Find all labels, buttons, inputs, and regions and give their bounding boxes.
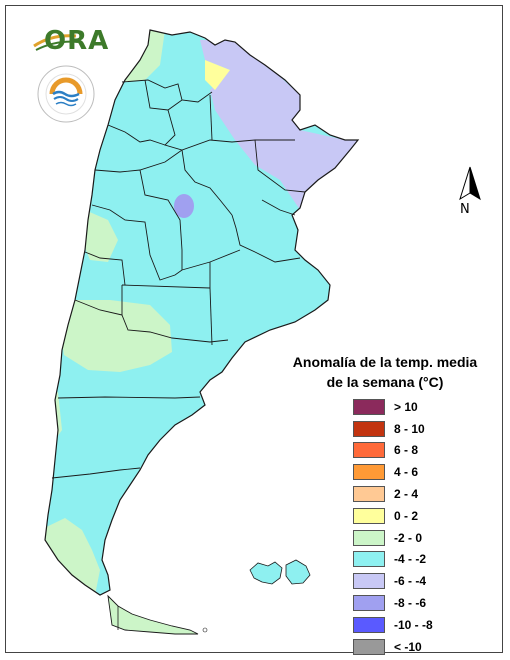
legend-label: 4 - 6 <box>394 465 419 480</box>
legend-title-line2: de la semana (°C) <box>326 374 444 390</box>
legend-item: -8 - -6 <box>353 592 433 614</box>
province-border <box>57 396 201 399</box>
isla-de-los-estados <box>202 627 208 633</box>
legend-item: 2 - 4 <box>353 483 433 505</box>
legend-label: < -10 <box>394 639 422 654</box>
province-borders <box>51 79 306 479</box>
province-border <box>254 139 306 193</box>
legend-item: 0 - 2 <box>353 505 433 527</box>
province-border <box>121 79 213 103</box>
legend-item: 6 - 8 <box>353 440 433 462</box>
legend-swatch <box>353 486 385 503</box>
legend-swatch <box>353 507 385 524</box>
legend-item: 8 - 10 <box>353 418 433 440</box>
province-border <box>261 199 296 216</box>
tierra-del-fuego <box>107 594 199 635</box>
legend-item: -2 - 0 <box>353 527 433 549</box>
legend-swatch <box>353 420 385 437</box>
smn-seal-icon <box>37 65 95 123</box>
legend-label: 2 - 4 <box>394 487 419 502</box>
legend-item: > 10 <box>353 396 433 418</box>
legend-title: Anomalía de la temp. media de la semana … <box>280 352 490 392</box>
smn-seal <box>36 64 96 124</box>
province-border <box>231 214 301 263</box>
province-border <box>51 467 141 479</box>
legend-item: -10 - -8 <box>353 614 433 636</box>
anomaly-zone--6--4 <box>200 40 358 210</box>
province-border <box>84 251 126 286</box>
legend-swatch <box>353 638 385 655</box>
province-border <box>181 149 233 216</box>
province-border <box>121 284 211 289</box>
ora-logo-swoosh-icon <box>33 34 79 51</box>
north-arrow-icon <box>459 166 481 201</box>
malvinas-islands <box>249 559 311 585</box>
anomaly-zone--2-0 <box>82 210 118 262</box>
province-border <box>91 204 183 281</box>
legend-label: > 10 <box>394 399 418 414</box>
legend-title-line1: Anomalía de la temp. media <box>292 354 478 370</box>
legend-label: -10 - -8 <box>394 617 433 632</box>
ora-logo-text: ORA <box>44 26 110 56</box>
anomaly-zone--8--6 <box>174 194 194 218</box>
province-border <box>209 287 213 346</box>
province-border <box>107 124 166 146</box>
north-label: N <box>460 202 470 217</box>
province-border <box>144 79 183 111</box>
legend-item: 4 - 6 <box>353 461 433 483</box>
legend-label: 8 - 10 <box>394 421 425 436</box>
island <box>249 561 283 585</box>
legend-label: -2 - 0 <box>394 530 423 545</box>
province-border <box>164 109 295 151</box>
ora-logo: ORA <box>32 26 108 60</box>
legend-label: -4 - -2 <box>394 552 427 567</box>
legend-item: -6 - -4 <box>353 570 433 592</box>
legend-swatch <box>353 442 385 459</box>
legend-swatch <box>353 595 385 612</box>
north-arrow <box>455 165 485 220</box>
province-border <box>209 94 213 141</box>
legend-swatch <box>353 616 385 633</box>
legend-swatch <box>353 573 385 590</box>
legend-label: 6 - 8 <box>394 443 419 458</box>
island <box>285 559 311 585</box>
legend-swatch <box>353 398 385 415</box>
legend-label: -6 - -4 <box>394 574 427 589</box>
anomaly-zone-0-2 <box>205 60 230 90</box>
legend-label: 0 - 2 <box>394 508 419 523</box>
legend-swatch <box>353 529 385 546</box>
country-outline <box>44 29 360 596</box>
legend-item: -4 - -2 <box>353 549 433 571</box>
legend-swatch <box>353 464 385 481</box>
anomaly-zone--2-0 <box>60 300 172 372</box>
province-border <box>139 169 183 270</box>
province-border <box>74 299 123 316</box>
legend: > 10 8 - 10 6 - 8 4 - 6 2 - 4 0 - 2 -2 - 0 -4 -… <box>353 396 433 658</box>
anomaly-zone--2-0 <box>45 518 100 595</box>
legend-swatch <box>353 551 385 568</box>
legend-label: -8 - -6 <box>394 596 427 611</box>
legend-item: < -10 <box>353 636 433 658</box>
